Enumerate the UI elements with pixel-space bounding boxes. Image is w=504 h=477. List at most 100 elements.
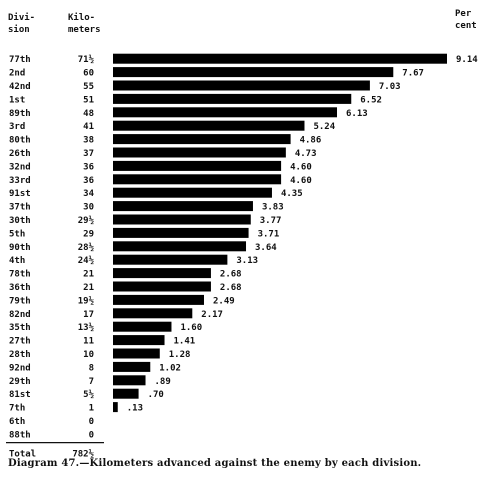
bar <box>113 201 253 212</box>
percent-value-label: 7.03 <box>379 82 401 92</box>
percent-value-label: .89 <box>155 377 171 387</box>
division-label: 88th <box>9 430 31 440</box>
percent-value-label: 4.73 <box>295 149 317 159</box>
percent-value-label: 3.83 <box>262 203 284 213</box>
percent-column-header: Per cent <box>455 8 477 32</box>
kilometers-label: 19½ <box>78 295 95 306</box>
division-label: 30th <box>9 216 31 226</box>
bar <box>113 93 352 104</box>
bar <box>113 67 394 78</box>
kilometers-label: 41 <box>83 122 94 132</box>
kilometers-header-line1: Kilo- <box>68 13 96 23</box>
bar <box>113 120 305 131</box>
percent-value-label: 1.60 <box>180 323 202 333</box>
division-label: 89th <box>9 109 31 119</box>
percent-value-label: 4.86 <box>300 136 322 146</box>
percent-value-label: 4.60 <box>290 162 312 172</box>
percent-value-label: 4.60 <box>290 176 312 186</box>
division-label: 79th <box>9 296 31 306</box>
bar <box>113 402 118 413</box>
kilometers-label: 0 <box>89 430 94 440</box>
division-label: 90th <box>9 243 31 253</box>
percent-value-label: 2.49 <box>213 296 235 306</box>
kilometers-label: 17 <box>83 310 94 320</box>
bar <box>113 268 211 279</box>
kilometers-label: 21 <box>83 283 94 293</box>
kilometers-label: 71½ <box>78 54 95 65</box>
kilometers-label: 8 <box>89 363 94 373</box>
bar <box>113 308 193 319</box>
kilometers-label: 24½ <box>78 255 95 266</box>
kilometers-label: 55 <box>83 82 94 92</box>
bar <box>113 388 139 399</box>
percent-value-label: 1.41 <box>174 337 196 347</box>
total-label: Total <box>9 450 36 460</box>
division-label: 6th <box>9 417 25 427</box>
bar <box>113 227 249 238</box>
division-label: 33rd <box>9 176 31 186</box>
kilometers-label: 29 <box>83 229 94 239</box>
division-header-line1: Divi- <box>8 13 36 23</box>
percent-value-label: 2.17 <box>201 310 223 320</box>
kilometers-label: 51 <box>83 95 94 105</box>
division-label: 82nd <box>9 310 31 320</box>
division-label: 37th <box>9 203 31 213</box>
percent-value-label: 6.52 <box>360 95 382 105</box>
bar <box>113 281 211 292</box>
division-label: 36th <box>9 283 31 293</box>
kilometers-label: 10 <box>83 350 94 360</box>
kilometers-label: 21 <box>83 270 94 280</box>
bar <box>113 335 165 346</box>
percent-value-label: .13 <box>127 404 143 414</box>
kilometers-label: 5½ <box>83 389 94 400</box>
bar <box>113 348 160 359</box>
percent-value-label: 7.67 <box>402 69 424 79</box>
percent-value-label: 3.71 <box>258 229 280 239</box>
bar <box>113 241 247 252</box>
bar <box>113 53 447 64</box>
bar <box>113 254 228 265</box>
kilometers-label: 29½ <box>78 215 95 226</box>
percent-header-line2: cent <box>455 21 477 31</box>
division-label: 5th <box>9 229 25 239</box>
kilometers-label: 38 <box>83 136 94 146</box>
kilometers-label: 7 <box>89 377 94 387</box>
percent-value-label: 5.24 <box>313 122 335 132</box>
division-label: 3rd <box>9 122 25 132</box>
percent-value-label: 1.02 <box>159 363 181 373</box>
kilometers-column-header: Kilo- meters <box>68 12 101 36</box>
bar <box>113 160 282 171</box>
bar <box>113 214 251 225</box>
division-label: 29th <box>9 377 31 387</box>
division-label: 77th <box>9 55 31 65</box>
bar <box>113 375 146 386</box>
division-label: 78th <box>9 270 31 280</box>
bar <box>113 134 291 145</box>
percent-value-label: 3.64 <box>255 243 277 253</box>
percent-value-label: 2.68 <box>220 270 242 280</box>
bar <box>113 361 151 372</box>
division-label: 1st <box>9 95 25 105</box>
division-label: 32nd <box>9 162 31 172</box>
bar <box>113 294 204 305</box>
division-label: 35th <box>9 323 31 333</box>
chart-caption: Diagram 47.—Kilometers advanced against … <box>8 458 422 469</box>
percent-value-label: 4.35 <box>281 189 303 199</box>
percent-value-label: 6.13 <box>346 109 368 119</box>
kilometers-label: 11 <box>83 337 94 347</box>
kilometers-label: 36 <box>83 162 94 172</box>
percent-header-line1: Per <box>455 9 472 19</box>
kilometers-label: 30 <box>83 203 94 213</box>
division-label: 81st <box>9 390 31 400</box>
kilometers-label: 13½ <box>78 322 95 333</box>
kilometers-label: 48 <box>83 109 94 119</box>
percent-value-label: 3.13 <box>236 256 258 266</box>
division-label: 26th <box>9 149 31 159</box>
bar <box>113 147 286 158</box>
bar <box>113 321 172 332</box>
percent-value-label: 2.68 <box>220 283 242 293</box>
division-label: 92nd <box>9 363 31 373</box>
division-label: 28th <box>9 350 31 360</box>
division-column-header: Divi- sion <box>8 12 35 36</box>
